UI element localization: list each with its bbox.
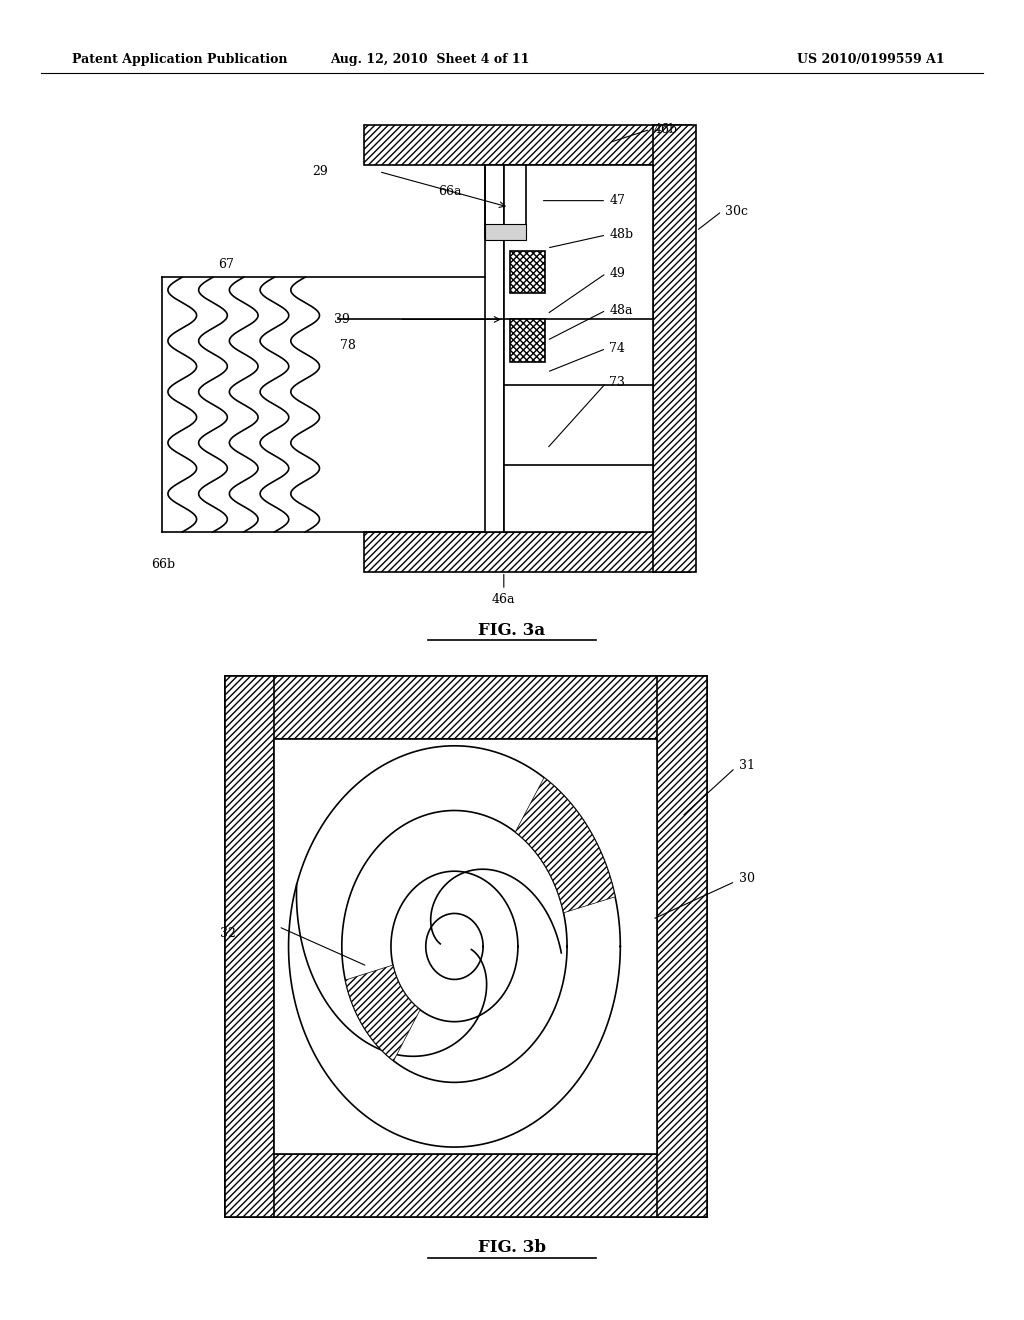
Bar [225,676,274,1217]
Text: 73: 73 [609,376,626,389]
Bar [225,1154,707,1217]
Text: 49: 49 [609,267,626,280]
Text: Aug. 12, 2010  Sheet 4 of 11: Aug. 12, 2010 Sheet 4 of 11 [331,53,529,66]
Bar [364,125,691,165]
Bar [225,676,707,739]
Text: 30: 30 [739,873,756,886]
Text: 46a: 46a [493,593,515,606]
Text: 31: 31 [739,759,756,772]
Text: 48a: 48a [609,304,633,317]
Text: 66b: 66b [152,558,176,572]
Text: Patent Application Publication: Patent Application Publication [72,53,287,66]
Bar [274,739,657,1154]
Text: 32: 32 [220,927,237,940]
Bar [504,165,653,532]
Bar [225,676,707,1217]
Bar [510,251,545,293]
Text: 47: 47 [609,194,626,207]
Text: 29: 29 [312,165,328,178]
Bar [657,676,707,1217]
Polygon shape [345,965,420,1061]
Text: 30c: 30c [725,205,748,218]
Bar [364,532,691,572]
Text: US 2010/0199559 A1: US 2010/0199559 A1 [797,53,944,66]
Text: FIG. 3b: FIG. 3b [478,1239,546,1255]
Text: 74: 74 [609,342,626,355]
Text: 67: 67 [218,257,234,271]
Bar [485,165,504,532]
Text: 66a: 66a [438,185,462,198]
Text: 48b: 48b [609,228,634,242]
Text: FIG. 3a: FIG. 3a [478,623,546,639]
Text: 46b: 46b [653,123,678,136]
Text: 78: 78 [340,339,356,352]
Bar [653,125,696,572]
Bar [510,319,545,362]
Bar [485,224,526,240]
Text: 39: 39 [334,313,350,326]
Polygon shape [515,777,615,913]
